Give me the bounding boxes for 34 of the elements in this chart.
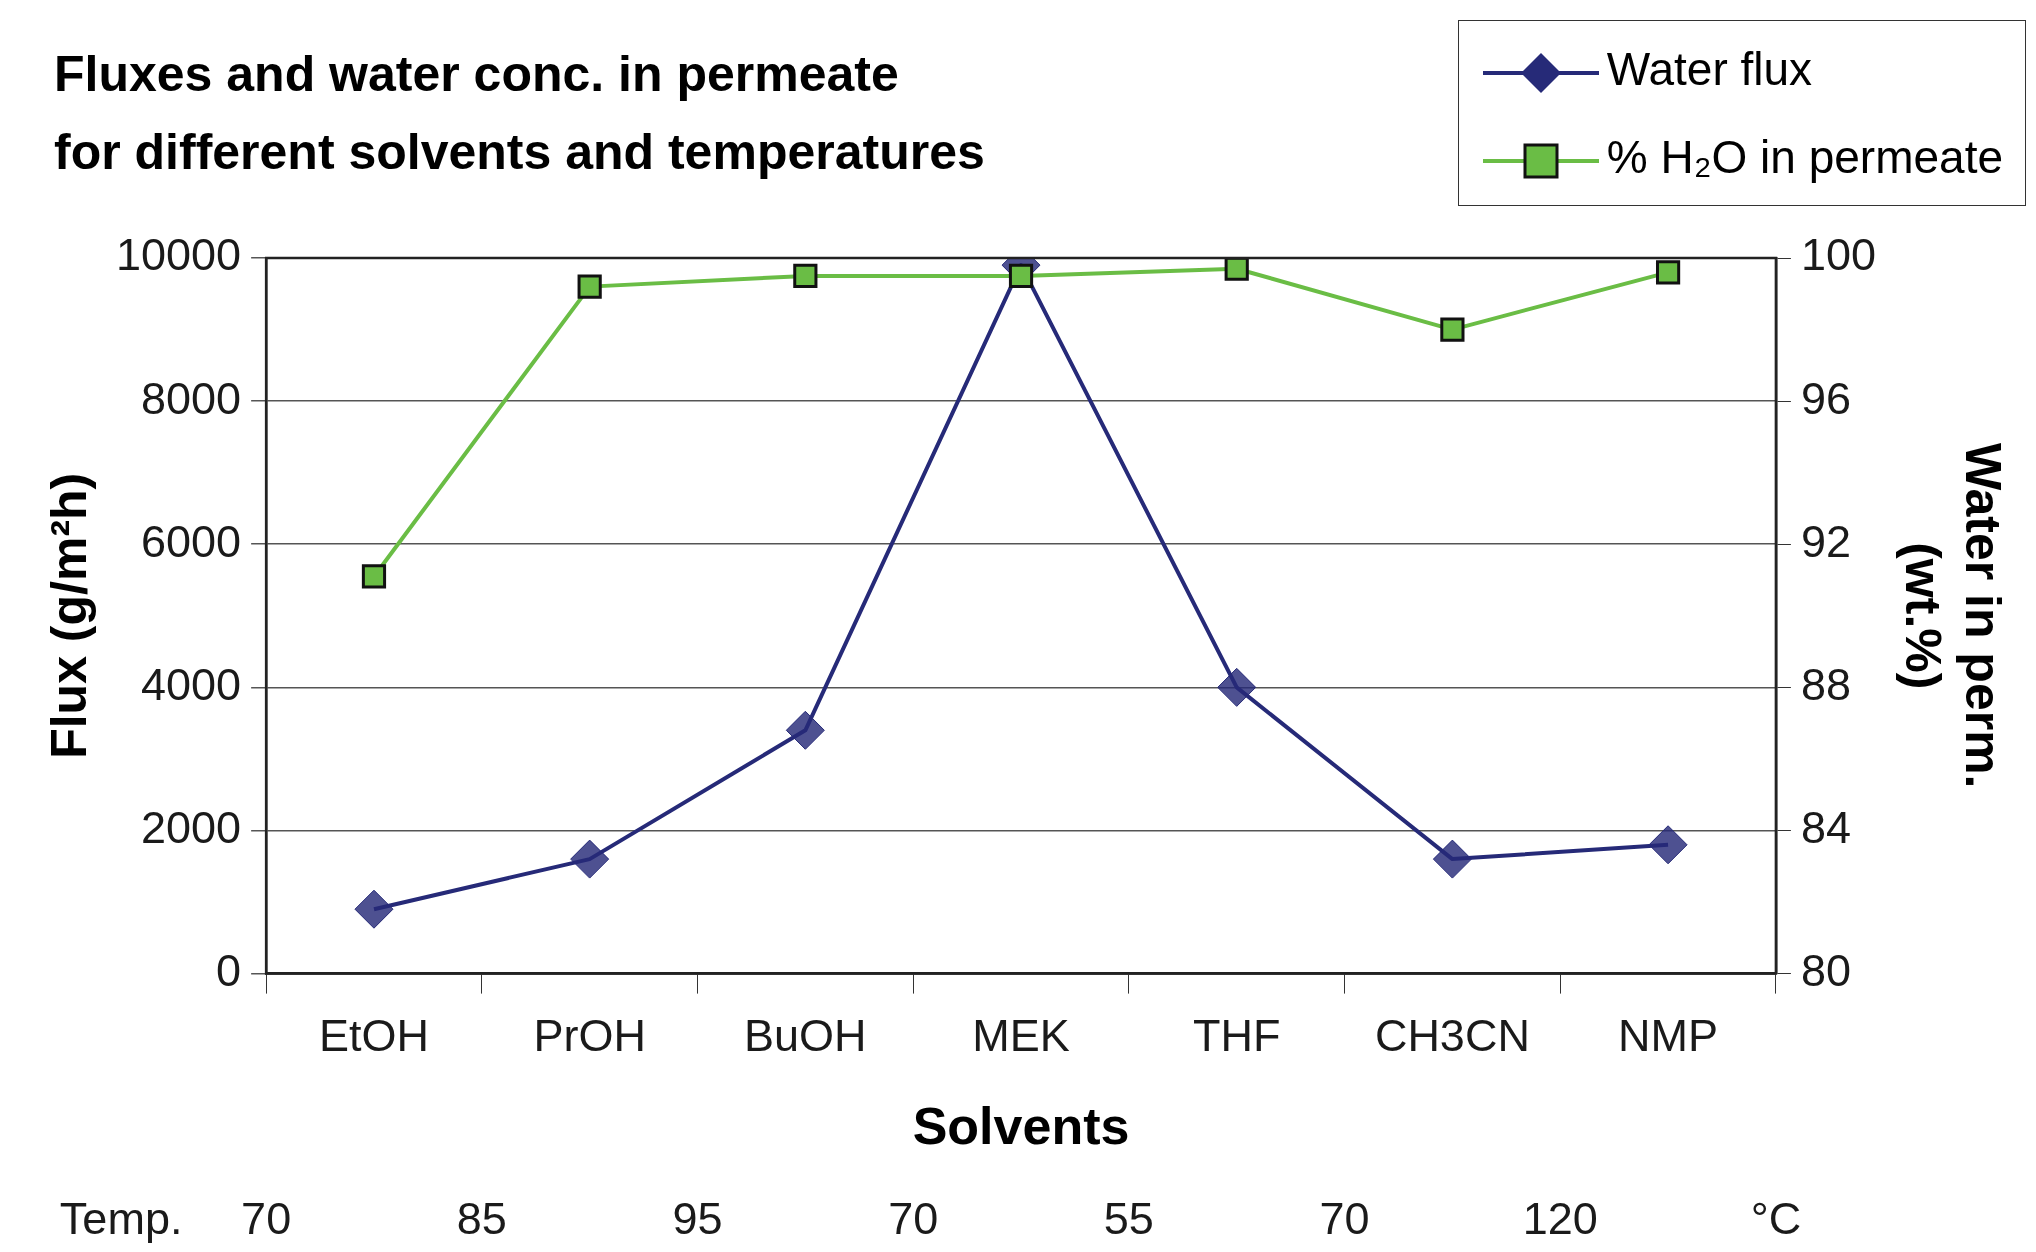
y-tick-label: 8000 <box>141 372 242 424</box>
y-tick-label: 2000 <box>141 801 242 853</box>
text: 55 <box>1103 1193 1154 1245</box>
text: 120 <box>1522 1193 1598 1245</box>
legend-label: Water flux <box>1606 43 1813 95</box>
text: 95 <box>672 1193 723 1245</box>
text: 70 <box>241 1193 292 1245</box>
chart-title: Fluxes and water conc. in permeate for different solvents and temperatures <box>54 45 985 182</box>
text: °C <box>1750 1193 1802 1245</box>
y-tick-label: 10000 <box>115 229 242 281</box>
x-axis-title: Solvents <box>912 1097 1130 1156</box>
y2-tick-label: 96 <box>1800 372 1851 424</box>
x-tick-label: MEK <box>972 1010 1070 1062</box>
y-tick-label: 6000 <box>141 515 242 567</box>
text: 85 <box>456 1193 507 1245</box>
y2-tick-label: 88 <box>1800 658 1851 710</box>
text: 70 <box>1319 1193 1370 1245</box>
y-axis-title: Flux (g/m²h) <box>40 472 97 759</box>
text: 70 <box>888 1193 939 1245</box>
text: Temp. <box>59 1193 183 1245</box>
y2-tick-label: 84 <box>1800 801 1851 853</box>
x-tick-label: NMP <box>1618 1010 1719 1062</box>
y2-tick-label: 100 <box>1800 229 1877 281</box>
x-tick-label: THF <box>1192 1010 1281 1062</box>
y2-axis-title: Water in perm. (wt.%) <box>1895 443 2012 789</box>
x-tick-label: PrOH <box>533 1010 646 1062</box>
legend-label: % H₂O in permeate <box>1606 131 2003 183</box>
x-tick-label: BuOH <box>744 1010 867 1062</box>
y-tick-label: 4000 <box>141 658 242 710</box>
x-tick-label: CH3CN <box>1374 1010 1530 1062</box>
y2-tick-label: 92 <box>1800 515 1851 567</box>
y2-tick-label: 80 <box>1800 945 1851 997</box>
x-tick-label: EtOH <box>318 1010 429 1062</box>
y-tick-label: 0 <box>216 945 242 997</box>
